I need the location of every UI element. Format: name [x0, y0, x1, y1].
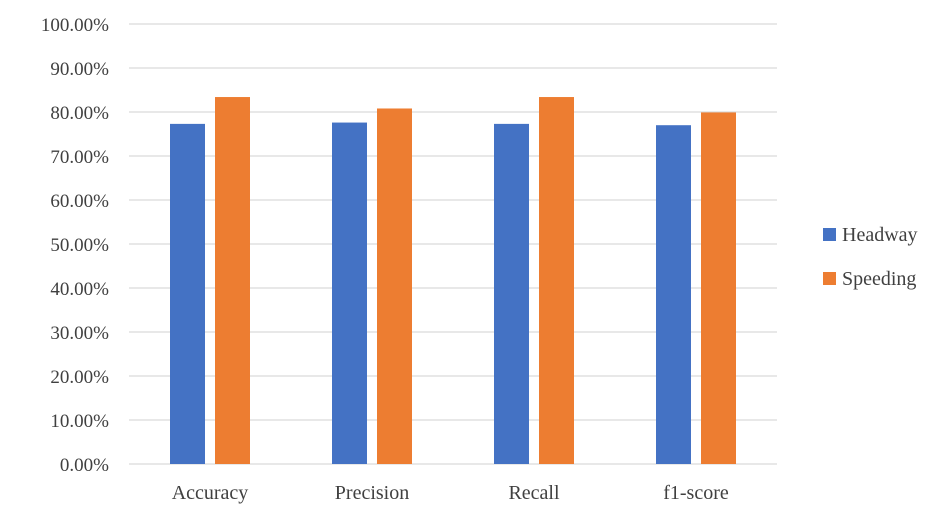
x-category-label: Recall	[508, 482, 560, 504]
x-category-label: f1-score	[663, 482, 729, 504]
y-tick-label: 70.00%	[50, 147, 109, 168]
x-axis-categories: Accuracy Precision Recall f1-score	[172, 482, 729, 504]
bars	[170, 97, 736, 464]
y-tick-label: 50.00%	[50, 235, 109, 256]
bar-headway-precision	[332, 122, 367, 464]
x-category-label: Precision	[335, 482, 409, 504]
bar-speeding-precision	[377, 108, 412, 464]
y-tick-label: 60.00%	[50, 191, 109, 212]
legend: Headway Speeding	[823, 224, 918, 290]
legend-swatch-speeding	[823, 272, 836, 285]
bar-headway-recall	[494, 123, 529, 464]
y-tick-label: 0.00%	[60, 455, 109, 476]
bar-headway-accuracy	[170, 123, 205, 464]
y-tick-label: 30.00%	[50, 323, 109, 344]
bar-speeding-recall	[539, 97, 574, 464]
y-tick-label: 20.00%	[50, 367, 109, 388]
y-tick-label: 90.00%	[50, 59, 109, 80]
bar-speeding-accuracy	[215, 97, 250, 464]
bar-headway-f1-score	[656, 125, 691, 464]
x-category-label: Accuracy	[172, 482, 249, 504]
y-axis-ticks: 0.00% 10.00% 20.00% 30.00% 40.00% 50.00% 60.00…	[41, 15, 109, 476]
legend-label-speeding: Speeding	[842, 268, 916, 290]
y-tick-label: 40.00%	[50, 279, 109, 300]
y-tick-label: 100.00%	[41, 15, 109, 36]
legend-label-headway: Headway	[842, 224, 918, 246]
y-tick-label: 10.00%	[50, 411, 109, 432]
bar-speeding-f1-score	[701, 112, 736, 464]
legend-swatch-headway	[823, 228, 836, 241]
y-tick-label: 80.00%	[50, 103, 109, 124]
